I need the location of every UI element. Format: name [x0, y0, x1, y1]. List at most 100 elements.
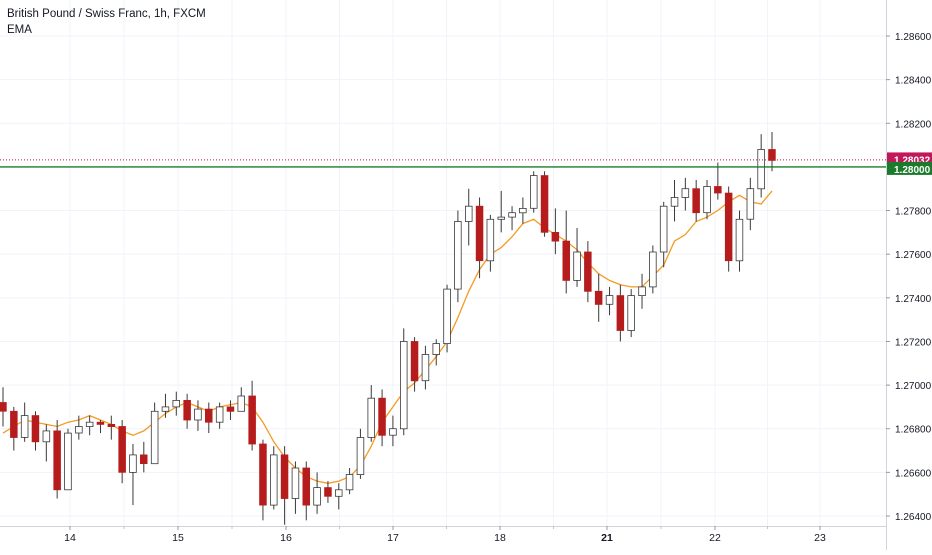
- candle-body: [172, 399, 180, 408]
- candle: [605, 286, 614, 316]
- symbol-title[interactable]: British Pound / Swiss Franc, 1h, FXCM: [7, 8, 206, 20]
- candle-body: [681, 188, 690, 198]
- candle-body: [356, 437, 365, 475]
- candle: [616, 284, 625, 342]
- candle-body: [107, 423, 116, 427]
- candle: [659, 201, 668, 268]
- candle-body: [302, 467, 310, 506]
- candle: [226, 400, 235, 420]
- candle-body: [10, 410, 18, 438]
- time-axis[interactable]: 14 15 16 17 18 21 22 23: [0, 526, 886, 544]
- candle: [389, 415, 397, 447]
- ema-indicator-label[interactable]: EMA: [7, 24, 32, 36]
- candle-body: [703, 186, 711, 214]
- candle: [0, 387, 7, 427]
- candle-body: [530, 175, 538, 209]
- candle: [345, 468, 354, 495]
- candle-body: [616, 295, 625, 331]
- candle: [324, 481, 332, 503]
- candle-body: [53, 430, 61, 491]
- candle: [42, 424, 51, 462]
- candle-body: [378, 397, 386, 436]
- price-tick-label: 1.27800: [895, 207, 932, 218]
- candle: [757, 134, 765, 198]
- price-tick-label: 1.26800: [895, 425, 932, 436]
- candle-body: [724, 192, 733, 262]
- candle-body: [31, 415, 40, 443]
- candle: [269, 446, 278, 510]
- candle: [681, 177, 690, 211]
- candle-body: [497, 216, 505, 220]
- candle-body: [345, 474, 354, 491]
- candle: [724, 186, 733, 272]
- candle-body: [96, 421, 105, 425]
- level-price-label: 1.28000: [894, 165, 931, 176]
- candle-body: [226, 406, 235, 412]
- chart-legend: British Pound / Swiss Franc, 1h, FXCM EM…: [7, 6, 206, 38]
- candle: [20, 402, 29, 442]
- candle: [129, 444, 137, 506]
- ema-line: [2, 190, 773, 484]
- candle: [475, 197, 484, 279]
- candle-body: [421, 354, 430, 382]
- candle-body: [454, 221, 462, 290]
- candle-body: [746, 188, 755, 220]
- candle: [31, 411, 40, 451]
- candle-body: [367, 397, 375, 438]
- candle-body: [551, 231, 560, 242]
- price-tick-label: 1.28600: [895, 32, 932, 43]
- candle-body: [204, 408, 213, 423]
- price-tick-label: 1.28400: [895, 76, 932, 87]
- candle-body: [399, 341, 408, 430]
- candle-body: [237, 395, 245, 412]
- candle: [703, 180, 711, 220]
- price-tick-label: 1.27400: [895, 294, 932, 305]
- candle: [118, 420, 126, 484]
- candle: [768, 132, 776, 172]
- candle-body: [85, 421, 94, 428]
- candle-body: [215, 406, 224, 423]
- candle-body: [248, 395, 256, 445]
- candle: [378, 389, 386, 447]
- candle-body: [280, 454, 289, 499]
- candle: [530, 171, 538, 213]
- candle-body: [540, 175, 549, 233]
- candle-body: [118, 426, 126, 473]
- candle-body: [649, 251, 657, 288]
- time-tick-label: 18: [494, 532, 506, 544]
- price-tick-label: 1.26400: [895, 512, 932, 523]
- candle: [10, 406, 18, 451]
- candle-body: [735, 218, 744, 262]
- candle: [464, 188, 473, 246]
- candle-body: [324, 487, 332, 497]
- candle: [551, 208, 560, 255]
- candle-body: [129, 454, 137, 473]
- candle: [334, 483, 343, 510]
- candle: [172, 391, 180, 416]
- candle: [139, 441, 148, 473]
- candle: [259, 439, 267, 521]
- price-axis[interactable]: 1.28600 1.28400 1.28200 1.27800 1.27600 1.274…: [886, 0, 932, 550]
- candle-body: [64, 432, 72, 491]
- candle: [215, 402, 224, 429]
- candle: [204, 402, 213, 434]
- candle: [410, 337, 419, 392]
- candle-body: [259, 443, 267, 506]
- candle: [313, 472, 321, 514]
- candle-body: [0, 402, 7, 412]
- candle: [497, 190, 505, 233]
- price-tick-label: 1.28200: [895, 119, 932, 130]
- candle: [161, 393, 170, 418]
- price-tick-label: 1.27000: [895, 381, 932, 392]
- candle: [367, 385, 375, 442]
- candle: [584, 241, 592, 303]
- candle-body: [475, 205, 484, 262]
- candle: [746, 177, 755, 231]
- candle-body: [194, 408, 202, 421]
- candle: [302, 461, 310, 521]
- candle: [64, 428, 72, 491]
- ema-series-line: [2, 190, 773, 484]
- candle-body: [389, 428, 397, 436]
